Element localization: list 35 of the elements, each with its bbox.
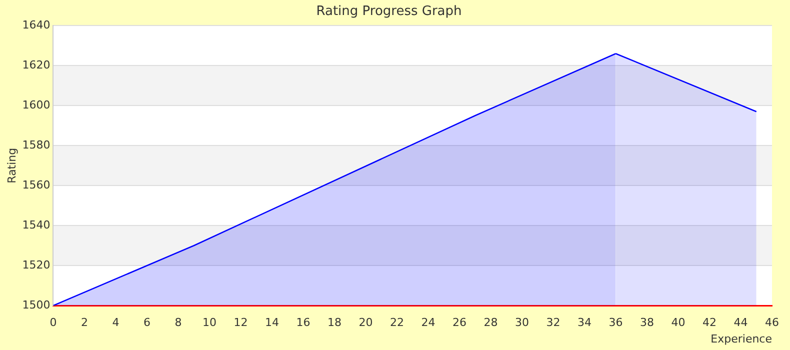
- x-tick-label: 26: [452, 316, 466, 330]
- x-tick-label: 22: [390, 316, 404, 330]
- x-tick-label: 20: [358, 316, 373, 330]
- x-tick-label: 2: [80, 316, 88, 330]
- x-tick-label: 32: [546, 316, 560, 330]
- y-tick-label: 1520: [22, 258, 50, 272]
- y-tick-label: 1620: [22, 58, 50, 72]
- x-tick-label: 42: [702, 316, 716, 330]
- x-tick-label: 10: [202, 316, 216, 330]
- x-tick-label: 18: [327, 316, 342, 330]
- x-tick-label: 14: [264, 316, 279, 330]
- y-tick-label: 1580: [22, 138, 50, 152]
- x-tick-label: 46: [765, 316, 779, 330]
- y-tick-label: 1500: [22, 298, 50, 312]
- y-tick-label: 1600: [22, 98, 50, 112]
- y-tick-label: 1640: [22, 18, 50, 32]
- x-tick-label: 12: [234, 316, 248, 330]
- x-axis-title: Experience: [710, 332, 772, 346]
- x-tick-label: 44: [734, 316, 748, 330]
- x-tick-label: 30: [514, 316, 529, 330]
- x-tick-label: 4: [112, 316, 120, 330]
- y-tick-label: 1560: [22, 178, 50, 192]
- x-tick-label: 16: [296, 316, 310, 330]
- x-tick-label: 36: [608, 316, 623, 330]
- x-tick-label: 28: [484, 316, 498, 330]
- x-tick-label: 34: [577, 316, 592, 330]
- y-axis-title: Rating: [5, 148, 18, 184]
- x-tick-label: 24: [421, 316, 436, 330]
- y-tick-label: 1540: [22, 218, 50, 232]
- x-tick-label: 38: [640, 316, 654, 330]
- x-tick-label: 0: [50, 316, 57, 330]
- chart-title: Rating Progress Graph: [316, 4, 462, 20]
- x-tick-label: 6: [143, 316, 150, 330]
- x-tick-label: 8: [174, 316, 182, 330]
- x-tick-label: 40: [671, 316, 686, 330]
